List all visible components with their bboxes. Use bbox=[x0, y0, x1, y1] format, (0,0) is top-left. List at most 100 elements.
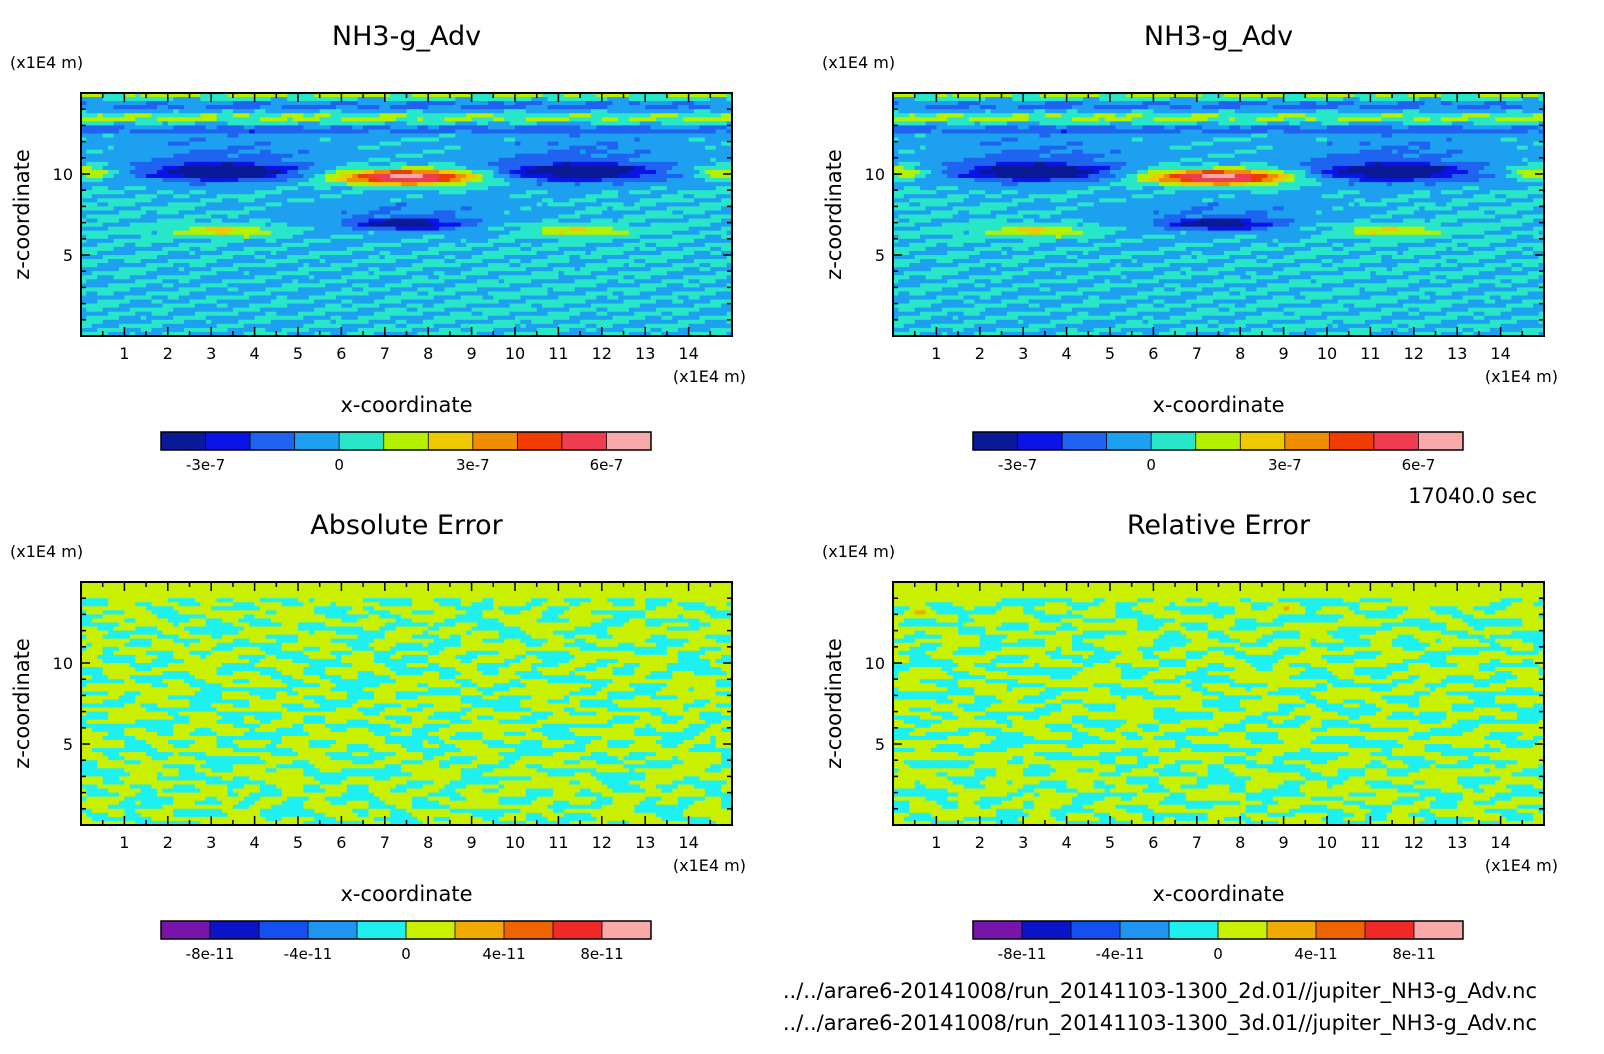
heatmap-cell bbox=[601, 105, 608, 110]
heatmap-cell bbox=[81, 137, 88, 143]
heatmap-cell bbox=[672, 117, 679, 122]
heatmap-cell bbox=[373, 222, 380, 228]
heatmap-cell bbox=[232, 105, 239, 110]
heatmap-cell bbox=[406, 93, 413, 98]
heatmap-cell bbox=[628, 137, 635, 143]
heatmap-cell bbox=[167, 125, 174, 131]
heatmap-cell bbox=[688, 230, 695, 236]
heatmap-cell bbox=[487, 149, 494, 155]
heatmap-cell bbox=[726, 250, 732, 256]
heatmap-cell bbox=[265, 218, 272, 224]
heatmap-cell bbox=[601, 113, 608, 118]
heatmap-cell bbox=[390, 259, 397, 264]
heatmap-cell bbox=[178, 206, 185, 212]
heatmap-cell bbox=[558, 210, 565, 216]
heatmap-cell bbox=[531, 246, 538, 252]
heatmap-cell bbox=[91, 121, 98, 126]
heatmap-cell bbox=[406, 97, 413, 102]
heatmap-cell bbox=[699, 161, 706, 167]
heatmap-cell bbox=[672, 125, 679, 131]
heatmap-cell bbox=[216, 214, 223, 220]
heatmap-cell bbox=[417, 255, 424, 260]
heatmap-cell bbox=[335, 255, 342, 260]
heatmap-cell bbox=[596, 186, 603, 191]
heatmap-cell bbox=[151, 149, 158, 155]
heatmap-cell bbox=[113, 125, 120, 131]
heatmap-cell bbox=[699, 242, 706, 248]
heatmap-cell bbox=[124, 226, 131, 232]
heatmap-cell bbox=[249, 202, 256, 207]
heatmap-cell bbox=[265, 125, 272, 131]
heatmap-cell bbox=[536, 174, 543, 179]
heatmap-cell bbox=[265, 210, 272, 216]
heatmap-cell bbox=[325, 238, 332, 244]
heatmap-cell bbox=[406, 259, 413, 264]
heatmap-cell bbox=[531, 194, 538, 199]
heatmap-cell bbox=[715, 210, 722, 216]
heatmap-cell bbox=[113, 149, 120, 155]
heatmap-cell bbox=[363, 190, 370, 195]
heatmap-cell bbox=[525, 121, 532, 126]
heatmap-cell bbox=[677, 182, 684, 187]
heatmap-cell bbox=[498, 149, 505, 155]
heatmap-cell bbox=[466, 202, 473, 207]
heatmap-cell bbox=[97, 161, 104, 167]
heatmap-cell bbox=[677, 250, 684, 256]
heatmap-cell bbox=[466, 133, 473, 139]
heatmap-cell bbox=[373, 129, 380, 135]
heatmap-cell bbox=[542, 93, 549, 98]
heatmap-cell bbox=[471, 169, 478, 175]
heatmap-cell bbox=[346, 105, 353, 110]
heatmap-cell bbox=[487, 202, 494, 207]
heatmap-cell bbox=[449, 210, 456, 216]
heatmap-cell bbox=[471, 198, 478, 203]
heatmap-cell bbox=[368, 109, 375, 114]
heatmap-cell bbox=[477, 250, 484, 256]
heatmap-cell bbox=[612, 222, 619, 228]
heatmap-cell bbox=[314, 206, 321, 212]
heatmap-cell bbox=[238, 149, 245, 155]
heatmap-cell bbox=[124, 149, 131, 155]
heatmap-cell bbox=[173, 117, 180, 122]
heatmap-cell bbox=[363, 255, 370, 260]
heatmap-cell bbox=[86, 121, 93, 126]
heatmap-cell bbox=[124, 242, 131, 248]
heatmap-cell bbox=[428, 178, 435, 183]
heatmap-cell bbox=[721, 93, 728, 98]
heatmap-cell bbox=[509, 157, 516, 163]
heatmap-cell bbox=[108, 250, 115, 256]
heatmap-cell bbox=[455, 113, 462, 118]
heatmap-cell bbox=[352, 226, 359, 232]
heatmap-cell bbox=[509, 222, 516, 228]
heatmap-cell bbox=[129, 226, 136, 232]
heatmap-cell bbox=[677, 149, 684, 155]
heatmap-cell bbox=[601, 186, 608, 191]
heatmap-cell bbox=[335, 145, 342, 151]
heatmap-cell bbox=[129, 169, 136, 175]
heatmap-cell bbox=[200, 178, 207, 183]
heatmap-cell bbox=[395, 141, 402, 147]
heatmap-cell bbox=[243, 234, 250, 240]
heatmap-cell bbox=[601, 169, 608, 175]
heatmap-cell bbox=[498, 214, 505, 220]
heatmap-cell bbox=[601, 246, 608, 252]
heatmap-cell bbox=[249, 226, 256, 232]
heatmap-cell bbox=[113, 129, 120, 135]
heatmap-cell bbox=[276, 218, 283, 224]
heatmap-cell bbox=[694, 97, 701, 102]
heatmap-cell bbox=[81, 222, 88, 228]
heatmap-cell bbox=[531, 109, 538, 114]
heatmap-cell bbox=[607, 206, 614, 212]
heatmap-cell bbox=[444, 259, 451, 264]
heatmap-cell bbox=[439, 117, 446, 122]
heatmap-cell bbox=[531, 145, 538, 151]
heatmap-cell bbox=[406, 178, 413, 183]
heatmap-cell bbox=[368, 93, 375, 98]
heatmap-cell bbox=[428, 165, 435, 171]
heatmap-cell bbox=[335, 230, 342, 236]
heatmap-cell bbox=[292, 182, 299, 187]
heatmap-cell bbox=[314, 97, 321, 102]
heatmap-cell bbox=[341, 218, 348, 224]
heatmap-cell bbox=[699, 129, 706, 135]
heatmap-cell bbox=[335, 222, 342, 228]
